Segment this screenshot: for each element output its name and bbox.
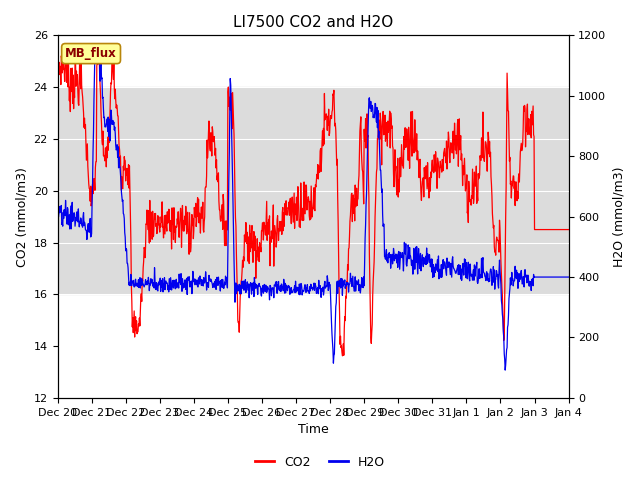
Title: LI7500 CO2 and H2O: LI7500 CO2 and H2O xyxy=(233,15,393,30)
X-axis label: Time: Time xyxy=(298,423,328,436)
Text: MB_flux: MB_flux xyxy=(65,47,117,60)
Legend: CO2, H2O: CO2, H2O xyxy=(250,451,390,474)
Y-axis label: H2O (mmol/m3): H2O (mmol/m3) xyxy=(612,167,625,267)
Bar xyxy=(58,87,568,294)
Y-axis label: CO2 (mmol/m3): CO2 (mmol/m3) xyxy=(15,167,28,266)
